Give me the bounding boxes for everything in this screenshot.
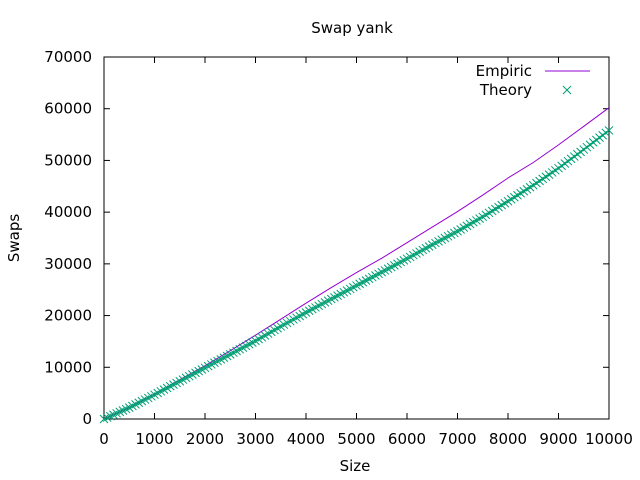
y-tick-label: 60000 [44,100,92,118]
y-tick-label: 30000 [44,255,92,273]
x-axis-label: Size [340,457,371,475]
y-tick-label: 10000 [44,358,92,376]
y-tick-label: 20000 [44,307,92,325]
data-point [99,414,109,424]
x-tick-label: 9000 [539,430,577,448]
axis-ticks: 0 1000 2000 3000 4000 5000 6000 7000 8000 9000 100… [44,48,633,448]
x-tick-label: 5000 [337,430,375,448]
x-tick-label: 6000 [388,430,426,448]
plot-frame [103,56,610,420]
y-tick-label: 70000 [44,48,92,66]
series-empiric [103,107,610,420]
x-tick-label: 7000 [438,430,476,448]
chart-title: Swap yank [311,19,393,37]
x-tick-label: 10000 [585,430,633,448]
x-tick-label: 8000 [489,430,527,448]
data-point [109,410,118,420]
data-point [604,126,614,135]
data-point [102,413,112,422]
y-tick-label: 40000 [44,203,92,221]
series-line [103,107,610,420]
legend-label: Theory [479,81,532,99]
y-tick-label: 0 [82,410,92,428]
data-point [118,406,128,415]
x-tick-label: 3000 [236,430,274,448]
plot-area [99,107,614,424]
data-point [115,407,125,417]
y-tick-label: 50000 [44,151,92,169]
x-tick-label: 2000 [186,430,224,448]
y-axis-label: Swaps [5,214,23,263]
series-theory [99,126,614,424]
legend-label: Empiric [476,62,532,80]
data-point [105,411,115,421]
data-point [121,404,131,414]
x-tick-label: 1000 [135,430,173,448]
x-tick-label: 4000 [287,430,325,448]
data-point [112,408,121,418]
x-tick-label: 0 [99,430,109,448]
legend-swatch-marker [562,85,572,95]
